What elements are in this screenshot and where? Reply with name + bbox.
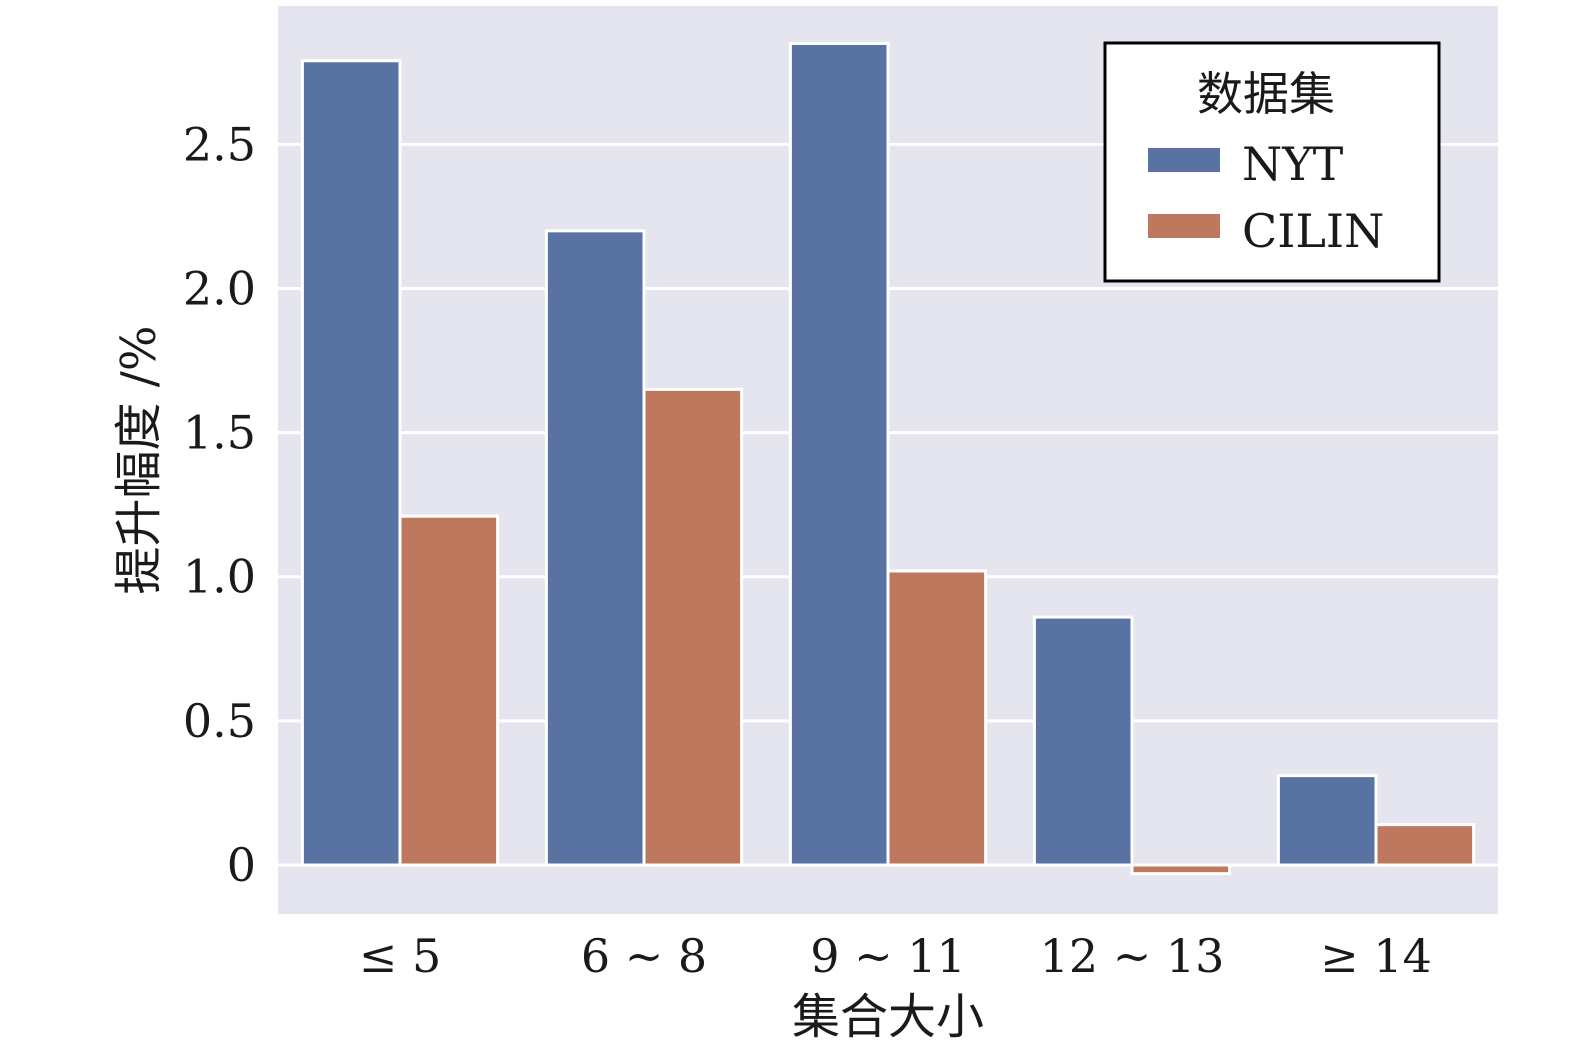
legend-swatch-cilin (1148, 214, 1220, 238)
y-tick-label: 0.5 (183, 694, 256, 748)
bar-cilin-4 (1374, 823, 1476, 867)
bar-nyt-3 (1032, 615, 1134, 867)
legend-label-nyt: NYT (1242, 137, 1344, 191)
legend-title: 数据集 (1197, 67, 1335, 121)
y-tick-label: 1.0 (183, 550, 256, 604)
bar-cilin-0 (398, 514, 500, 867)
bars-group (300, 41, 1476, 876)
y-tick-label: 2.5 (183, 117, 256, 171)
legend-label-cilin: CILIN (1242, 204, 1384, 258)
x-tick-labels: ≤ 5 6 ~ 8 9 ~ 11 12 ~ 13 ≥ 14 (359, 929, 1432, 983)
legend: 数据集 NYT CILIN (1103, 41, 1441, 283)
y-tick-label: 0 (227, 838, 256, 892)
x-tick-label: 6 ~ 8 (581, 929, 707, 983)
x-tick-label: ≥ 14 (1320, 929, 1432, 983)
bar-nyt-4 (1276, 774, 1378, 867)
x-axis-label: 集合大小 (792, 989, 984, 1045)
bar-cilin-1 (642, 387, 744, 867)
bar-nyt-0 (300, 59, 402, 867)
y-tick-labels: 0 0.5 1.0 1.5 2.0 2.5 (183, 117, 256, 892)
bar-nyt-1 (544, 229, 646, 867)
bar-cilin-3 (1130, 863, 1232, 876)
legend-swatch-nyt (1148, 148, 1220, 172)
y-tick-label: 2.0 (183, 261, 256, 315)
y-axis-label: 提升幅度 /% (111, 325, 167, 594)
x-tick-label: ≤ 5 (359, 929, 441, 983)
bar-nyt-2 (788, 41, 890, 867)
y-tick-label: 1.5 (183, 406, 256, 460)
x-tick-label: 9 ~ 11 (810, 929, 966, 983)
bar-cilin-2 (886, 569, 988, 867)
x-tick-label: 12 ~ 13 (1040, 929, 1225, 983)
